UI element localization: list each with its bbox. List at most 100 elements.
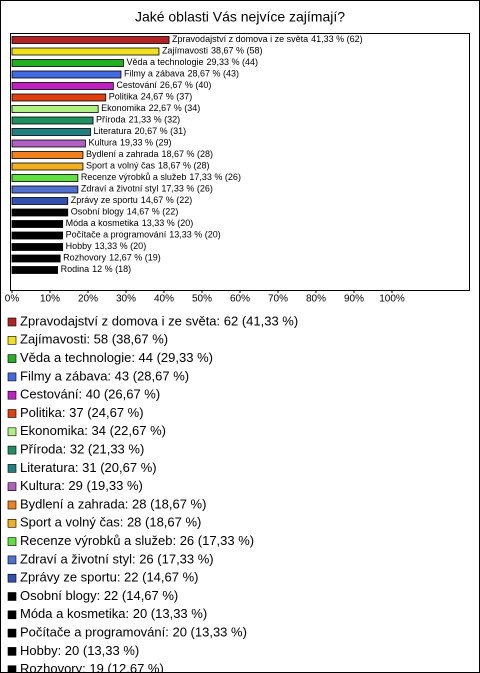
legend-label: Ekonomika: 34 (22,67 %) [20, 423, 166, 438]
legend-swatch [7, 372, 17, 382]
bar [11, 185, 79, 194]
legend-swatch [7, 335, 17, 345]
bar-value-label: 18,67 % (28) [162, 149, 214, 159]
bar-value-label: 26,67 % (40) [160, 80, 212, 90]
chart-title: Jaké oblasti Vás nejvíce zajímají? [135, 9, 345, 25]
legend-label: Sport a volný čas: 28 (18,67 %) [20, 515, 201, 530]
bar-category: Bydlení a zahrada [86, 149, 159, 159]
legend-swatch [7, 464, 17, 473]
legend-label: Rozhovory: 19 (12,67 %) [20, 661, 164, 673]
bar-label: Příroda 21,33 % (32) [96, 115, 180, 125]
bar [11, 93, 107, 102]
bar-category: Zprávy ze sportu [71, 195, 138, 205]
bar-category: Osobní blogy [71, 207, 125, 217]
legend-label: Literatura: 31 (20,67 %) [20, 460, 157, 475]
legend-swatch [7, 409, 17, 418]
x-tick-label: 90% [344, 294, 364, 305]
bar [11, 47, 160, 56]
bar [11, 254, 61, 263]
bar-category: Literatura [94, 126, 132, 136]
x-tick-label: 80% [306, 294, 326, 305]
bar-value-label: 20,67 % (31) [135, 126, 187, 136]
legend-label: Hobby: 20 (13,33 %) [20, 643, 139, 658]
x-tick-label: 50% [192, 294, 212, 305]
bar-value-label: 13,33 % (20) [142, 218, 194, 228]
bar-value-label: 12 % (18) [92, 264, 131, 274]
bar [11, 128, 91, 136]
bar [11, 116, 94, 125]
legend-swatch [7, 500, 17, 510]
bar-label: Osobní blogy 14,67 % (22) [71, 207, 179, 217]
bar-label: Politika 24,67 % (37) [109, 92, 193, 102]
x-tick-label: 20% [78, 294, 98, 305]
bar-label: Zpravodajství z domova i ze světa 41,33 %… [172, 34, 363, 44]
legend-label: Kultura: 29 (19,33 %) [20, 478, 143, 493]
bar-value-label: 38,67 % (58) [211, 46, 263, 56]
bar [11, 220, 64, 228]
legend-label: Recenze výrobků a služeb: 26 (17,33 %) [20, 533, 254, 548]
x-tick-label: 30% [116, 294, 136, 305]
bar-value-label: 21,33 % (32) [129, 115, 181, 125]
legend-label: Bydlení a zahrada: 28 (18,67 %) [20, 496, 206, 511]
bar [11, 70, 122, 79]
bar-label: Filmy a zábava 28,67 % (43) [124, 69, 239, 79]
legend-swatch [7, 317, 17, 327]
bar-category: Ekonomika [101, 103, 146, 113]
bar-category: Sport a volný čas [86, 161, 156, 171]
x-tick-label: 0% [5, 294, 20, 305]
bar-label: Recenze výrobků a služeb 17,33 % (26) [81, 172, 241, 182]
bar-label: Hobby 13,33 % (20) [66, 241, 147, 251]
bar [11, 151, 84, 159]
bar [11, 243, 64, 251]
legend-swatch [7, 445, 17, 455]
bar-label: Rozhovory 12,67 % (19) [63, 253, 161, 263]
bar-value-label: 17,33 % (26) [189, 172, 241, 182]
x-tick-label: 10% [40, 294, 60, 305]
legend-swatch [7, 427, 17, 437]
bar-label: Ekonomika 22,67 % (34) [101, 103, 200, 113]
x-tick-label: 40% [154, 294, 174, 305]
legend-swatch [7, 354, 17, 363]
bar-category: Recenze výrobků a služeb [81, 172, 187, 182]
x-tick-label: 70% [268, 294, 288, 305]
legend-swatch [7, 610, 17, 620]
bar [11, 231, 64, 240]
bar-category: Cestování [116, 80, 157, 90]
bar-value-label: 14,67 % (22) [127, 207, 179, 217]
bar [11, 139, 86, 148]
legend-swatch [7, 647, 17, 656]
bar-value-label: 17,33 % (26) [161, 184, 213, 194]
bar-label: Bydlení a zahrada 18,67 % (28) [86, 149, 213, 159]
x-tick-label: 100% [379, 294, 405, 305]
bar-label: Zprávy ze sportu 14,67 % (22) [71, 195, 193, 205]
bar-category: Móda a kosmetika [66, 218, 139, 228]
bar-label: Sport a volný čas 18,67 % (28) [86, 161, 210, 171]
bar-category: Hobby [66, 241, 93, 251]
legend-label: Móda a kosmetika: 20 (13,33 %) [20, 606, 207, 621]
bar-label: Věda a technologie 29,33 % (44) [126, 57, 258, 67]
legend-label: Zprávy ze sportu: 22 (14,67 %) [20, 570, 198, 585]
bar-label: Zdraví a životní styl 17,33 % (26) [81, 184, 213, 194]
bar-category: Rodina [61, 264, 90, 274]
bar-value-label: 13,33 % (20) [169, 230, 221, 240]
bar-label: Literatura 20,67 % (31) [94, 126, 187, 136]
legend-label: Věda a technologie: 44 (29,33 %) [20, 350, 213, 365]
bar-label: Zajímavosti 38,67 % (58) [162, 46, 263, 56]
bar-category: Politika [109, 92, 138, 102]
bar-value-label: 13,33 % (20) [95, 241, 147, 251]
bar-value-label: 24,67 % (37) [141, 92, 193, 102]
bar-value-label: 14,67 % (22) [141, 195, 193, 205]
legend-swatch [7, 573, 17, 583]
bar [11, 208, 69, 217]
legend-label: Zpravodajství z domova i ze světa: 62 (4… [20, 313, 298, 328]
legend-label: Cestování: 40 (26,67 %) [20, 387, 160, 402]
bar-label: Počítače a programování 13,33 % (20) [66, 230, 221, 240]
bar-category: Věda a technologie [126, 57, 203, 67]
legend-swatch [7, 537, 17, 546]
bar-label: Móda a kosmetika 13,33 % (20) [66, 218, 194, 228]
bar-value-label: 29,33 % (44) [207, 57, 259, 67]
bar [11, 197, 69, 205]
bar-category: Zdraví a životní styl [81, 184, 159, 194]
legend-swatch [7, 518, 17, 528]
bar-label: Cestování 26,67 % (40) [116, 80, 211, 90]
